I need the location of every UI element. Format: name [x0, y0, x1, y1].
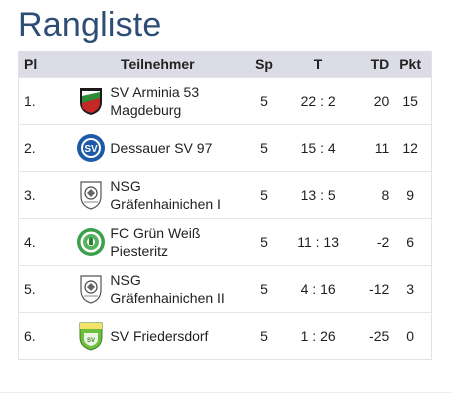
- goals: 13 : 5: [300, 187, 336, 203]
- dessauer-crest-icon: SV: [77, 134, 106, 162]
- nsg-crest-icon: [80, 181, 102, 210]
- team-name: FC Grün Weiß Piesteritz: [110, 225, 201, 259]
- goal-difference: -2: [376, 234, 390, 250]
- table-row[interactable]: 3. NSG Gräfenhainichen I 5 13 : 5 8 9: [19, 171, 431, 218]
- goals: 4 : 16: [300, 281, 336, 297]
- goal-difference: 20: [373, 93, 390, 109]
- games-played: 5: [260, 187, 268, 203]
- points: 15: [402, 93, 418, 109]
- points: 9: [406, 187, 415, 203]
- divider: [0, 392, 452, 393]
- games-played: 5: [260, 234, 268, 250]
- table-header: Pl Teilnehmer Sp T TD Pkt: [19, 51, 431, 77]
- goals: 11 : 13: [297, 234, 340, 250]
- table-row[interactable]: 1. SV Arminia 53 Magdeburg 5 22 : 2 20 1…: [19, 77, 431, 124]
- table-row[interactable]: 6. SV SV Friedersdorf 5 1 : 26 -25 0: [19, 312, 431, 359]
- page-title: Rangliste: [18, 6, 162, 44]
- friedersdorf-crest-icon: SV: [79, 322, 103, 351]
- col-header-td: TD: [370, 56, 390, 72]
- games-played: 5: [260, 281, 268, 297]
- col-header-pl: Pl: [24, 56, 38, 72]
- goal-difference: 11: [374, 140, 390, 156]
- rank: 1.: [24, 93, 36, 109]
- team-name: NSG Gräfenhainichen II: [110, 272, 225, 306]
- svg-text:SV: SV: [85, 144, 99, 155]
- team-name: SV Arminia 53 Magdeburg: [110, 84, 200, 118]
- table-row[interactable]: 4. FC Grün Weiß Piesteritz 5 11 : 13 -2 …: [19, 218, 431, 265]
- col-header-pkt: Pkt: [399, 56, 421, 72]
- rank: 6.: [24, 328, 36, 344]
- rank: 3.: [24, 187, 36, 203]
- table-row[interactable]: 2. SV Dessauer SV 97 5 15 : 4 11 12: [19, 124, 431, 171]
- ranking-table: Pl Teilnehmer Sp T TD Pkt 1. SV Arminia …: [18, 51, 432, 360]
- games-played: 5: [260, 140, 268, 156]
- goals: 15 : 4: [300, 140, 336, 156]
- games-played: 5: [260, 328, 268, 344]
- arminia-crest-icon: [80, 88, 103, 115]
- nsg-crest-icon: [80, 275, 102, 304]
- games-played: 5: [260, 93, 268, 109]
- goals: 22 : 2: [300, 93, 336, 109]
- points: 0: [406, 328, 415, 344]
- rank: 5.: [24, 281, 36, 297]
- goal-difference: -12: [369, 281, 390, 297]
- rank: 2.: [24, 140, 36, 156]
- team-name: Dessauer SV 97: [110, 140, 213, 156]
- rank: 4.: [24, 234, 36, 250]
- col-header-sp: Sp: [255, 56, 273, 72]
- team-name: SV Friedersdorf: [110, 328, 209, 344]
- goals: 1 : 26: [300, 328, 336, 344]
- goal-difference: 8: [381, 187, 390, 203]
- points: 3: [406, 281, 415, 297]
- col-header-t: T: [313, 56, 323, 72]
- table-row[interactable]: 5. NSG Gräfenhainichen II 5 4 : 16 -12 3: [19, 265, 431, 312]
- points: 12: [402, 140, 418, 156]
- svg-text:SV: SV: [87, 338, 95, 344]
- piesteritz-crest-icon: [77, 228, 106, 256]
- col-header-team: Teilnehmer: [120, 56, 195, 72]
- points: 6: [406, 234, 415, 250]
- team-name: NSG Gräfenhainichen I: [110, 178, 221, 212]
- goal-difference: -25: [369, 328, 390, 344]
